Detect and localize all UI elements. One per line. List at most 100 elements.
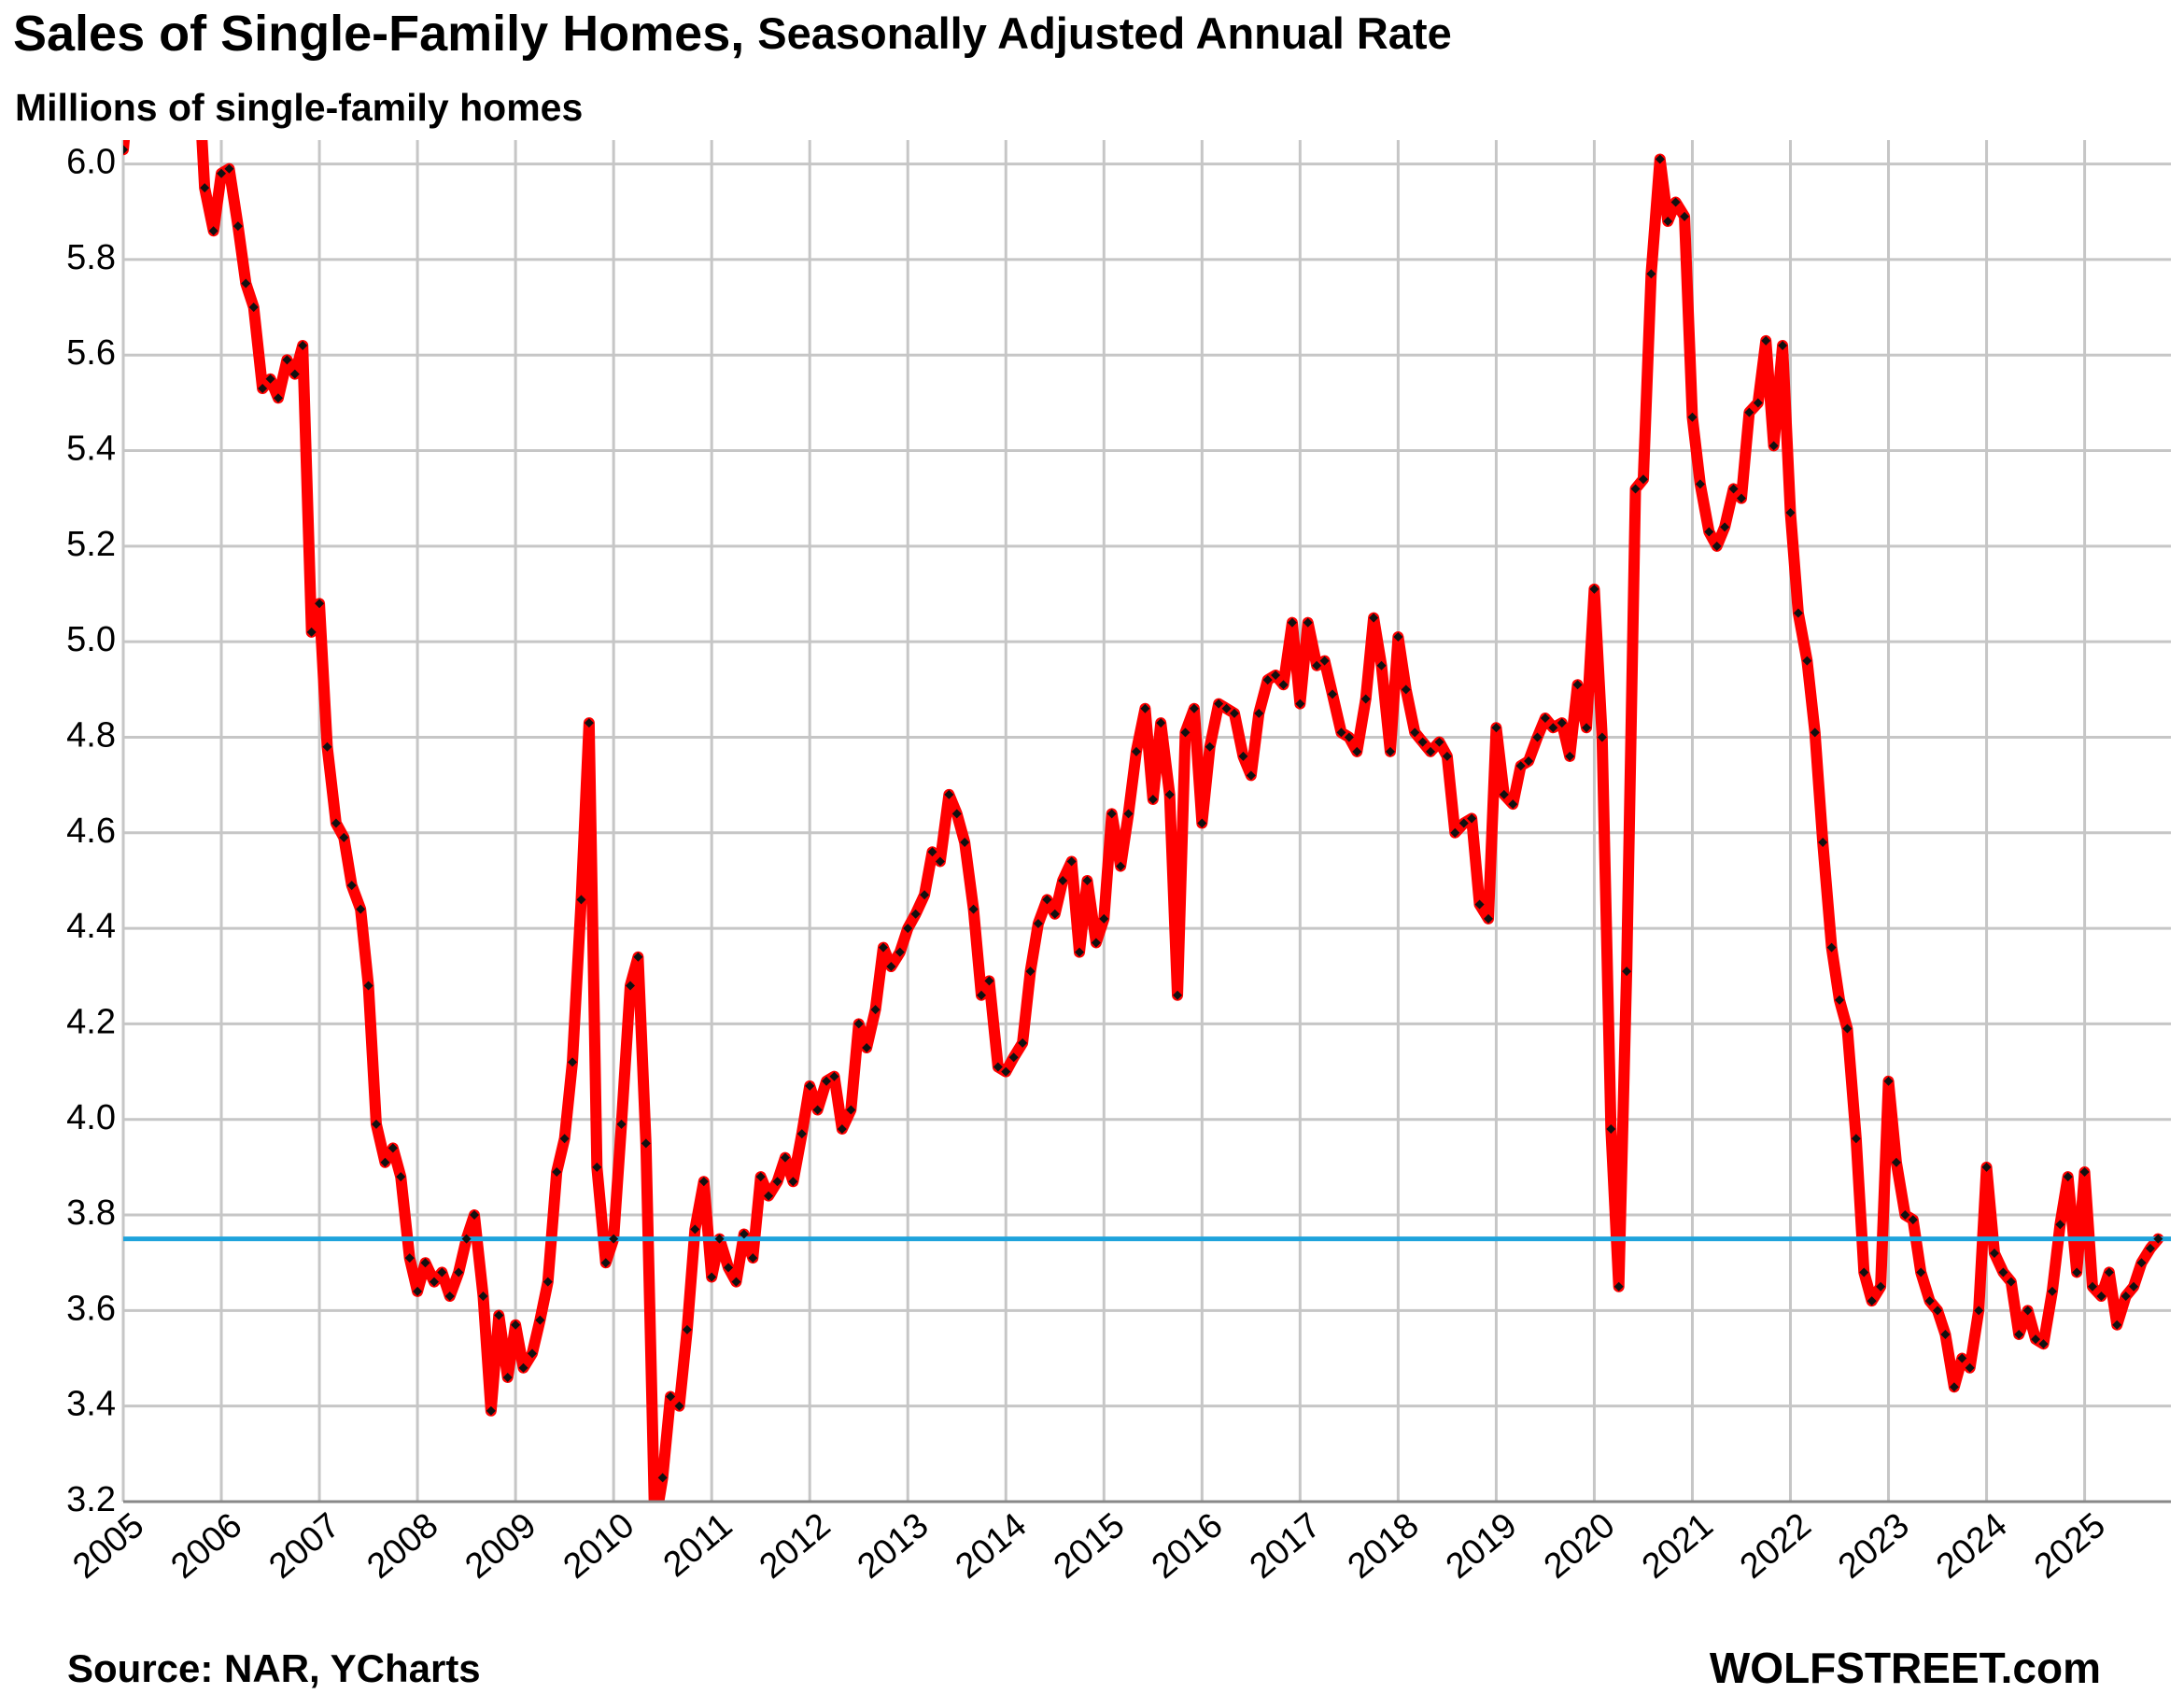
data-marker <box>1271 670 1281 680</box>
data-marker <box>454 1267 464 1278</box>
data-marker <box>1916 1267 1926 1278</box>
data-marker <box>1818 838 1828 848</box>
data-marker <box>1091 938 1101 948</box>
y-tick-label: 5.0 <box>66 620 116 659</box>
data-marker <box>1630 484 1641 494</box>
data-marker <box>1638 474 1648 485</box>
data-marker <box>772 1177 782 1187</box>
data-marker <box>265 374 275 384</box>
y-tick-label: 4.6 <box>66 812 116 851</box>
data-marker <box>1148 794 1158 804</box>
title-main: Sales of Single-Family Homes, <box>13 6 744 62</box>
data-marker <box>1262 675 1273 685</box>
data-marker <box>1336 727 1346 738</box>
data-marker <box>2136 1258 2147 1268</box>
data-marker <box>870 1005 881 1015</box>
data-marker <box>1933 1306 1943 1316</box>
data-marker <box>944 789 954 799</box>
data-marker <box>1606 1123 1616 1134</box>
y-tick-label: 3.8 <box>66 1193 116 1233</box>
data-marker <box>1229 708 1239 718</box>
data-marker <box>1663 216 1673 226</box>
data-marker <box>837 1123 847 1134</box>
data-marker <box>444 1292 455 1302</box>
data-marker <box>1582 723 1592 733</box>
data-marker <box>1312 660 1322 671</box>
x-tick-label: 2009 <box>458 1505 544 1587</box>
data-marker <box>1082 875 1092 885</box>
data-marker <box>2055 1220 2065 1230</box>
data-marker <box>2087 1281 2097 1292</box>
data-marker <box>1532 732 1543 742</box>
data-marker <box>1793 608 1803 618</box>
y-tick-label: 4.0 <box>66 1098 116 1137</box>
data-marker <box>1189 703 1199 713</box>
x-tick-label: 2025 <box>2027 1505 2113 1587</box>
data-marker <box>805 1080 815 1091</box>
data-marker <box>1385 746 1395 756</box>
data-marker <box>755 1172 766 1182</box>
data-marker <box>1099 913 1109 924</box>
x-tick-label: 2017 <box>1243 1505 1329 1587</box>
data-marker <box>1957 1353 1967 1363</box>
data-marker <box>224 163 234 174</box>
data-marker <box>273 393 283 403</box>
data-marker <box>1540 713 1550 724</box>
x-tick-label: 2008 <box>360 1505 446 1587</box>
data-marker <box>217 168 227 178</box>
data-marker <box>298 340 308 350</box>
data-marker <box>1058 875 1068 885</box>
data-marker <box>903 924 913 934</box>
y-tick-label: 6.0 <box>66 143 116 182</box>
data-marker <box>592 1162 602 1172</box>
data-marker <box>2153 1234 2163 1244</box>
data-marker <box>2022 1306 2033 1316</box>
data-marker <box>1303 617 1313 628</box>
y-tick-label: 4.4 <box>66 907 116 946</box>
data-marker <box>2145 1243 2155 1253</box>
data-marker <box>2112 1320 2122 1330</box>
data-marker <box>657 1473 668 1483</box>
data-marker <box>1810 727 1820 738</box>
y-tick-label: 3.4 <box>66 1385 116 1424</box>
data-marker <box>356 904 366 914</box>
data-marker <box>248 303 259 313</box>
data-marker <box>968 904 979 914</box>
x-tick-label: 2021 <box>1635 1505 1721 1587</box>
data-marker <box>1025 967 1036 977</box>
data-marker <box>2079 1167 2090 1178</box>
data-marker <box>1295 699 1305 709</box>
data-marker <box>1736 493 1746 503</box>
data-marker <box>1401 685 1411 695</box>
x-tick-label: 2019 <box>1439 1505 1525 1587</box>
data-marker <box>1597 732 1607 742</box>
data-marker <box>1123 809 1134 819</box>
data-marker <box>2063 1172 2073 1182</box>
data-marker <box>1768 441 1779 451</box>
data-marker <box>1572 680 1583 690</box>
data-marker <box>1164 789 1175 799</box>
data-marker <box>518 1362 528 1373</box>
data-marker <box>1728 484 1739 494</box>
data-marker <box>1319 656 1330 666</box>
plot-area <box>123 0 2171 1502</box>
data-marker <box>208 226 218 236</box>
data-marker <box>371 1119 381 1129</box>
data-marker <box>1140 703 1150 713</box>
data-marker <box>1426 746 1436 756</box>
data-marker <box>339 832 349 842</box>
y-tick-label: 3.6 <box>66 1289 116 1328</box>
data-marker <box>1557 718 1567 728</box>
x-tick-label: 2023 <box>1831 1505 1917 1587</box>
data-marker <box>470 1210 480 1221</box>
data-marker <box>200 183 210 193</box>
chart-subtitle: Millions of single-family homes <box>15 86 583 129</box>
data-marker <box>1974 1306 1984 1316</box>
data-marker <box>1687 412 1698 422</box>
x-tick-label: 2014 <box>949 1505 1035 1587</box>
data-marker <box>1965 1362 1975 1373</box>
data-marker <box>576 895 586 905</box>
data-marker <box>1613 1281 1624 1292</box>
data-marker <box>143 0 152 2</box>
